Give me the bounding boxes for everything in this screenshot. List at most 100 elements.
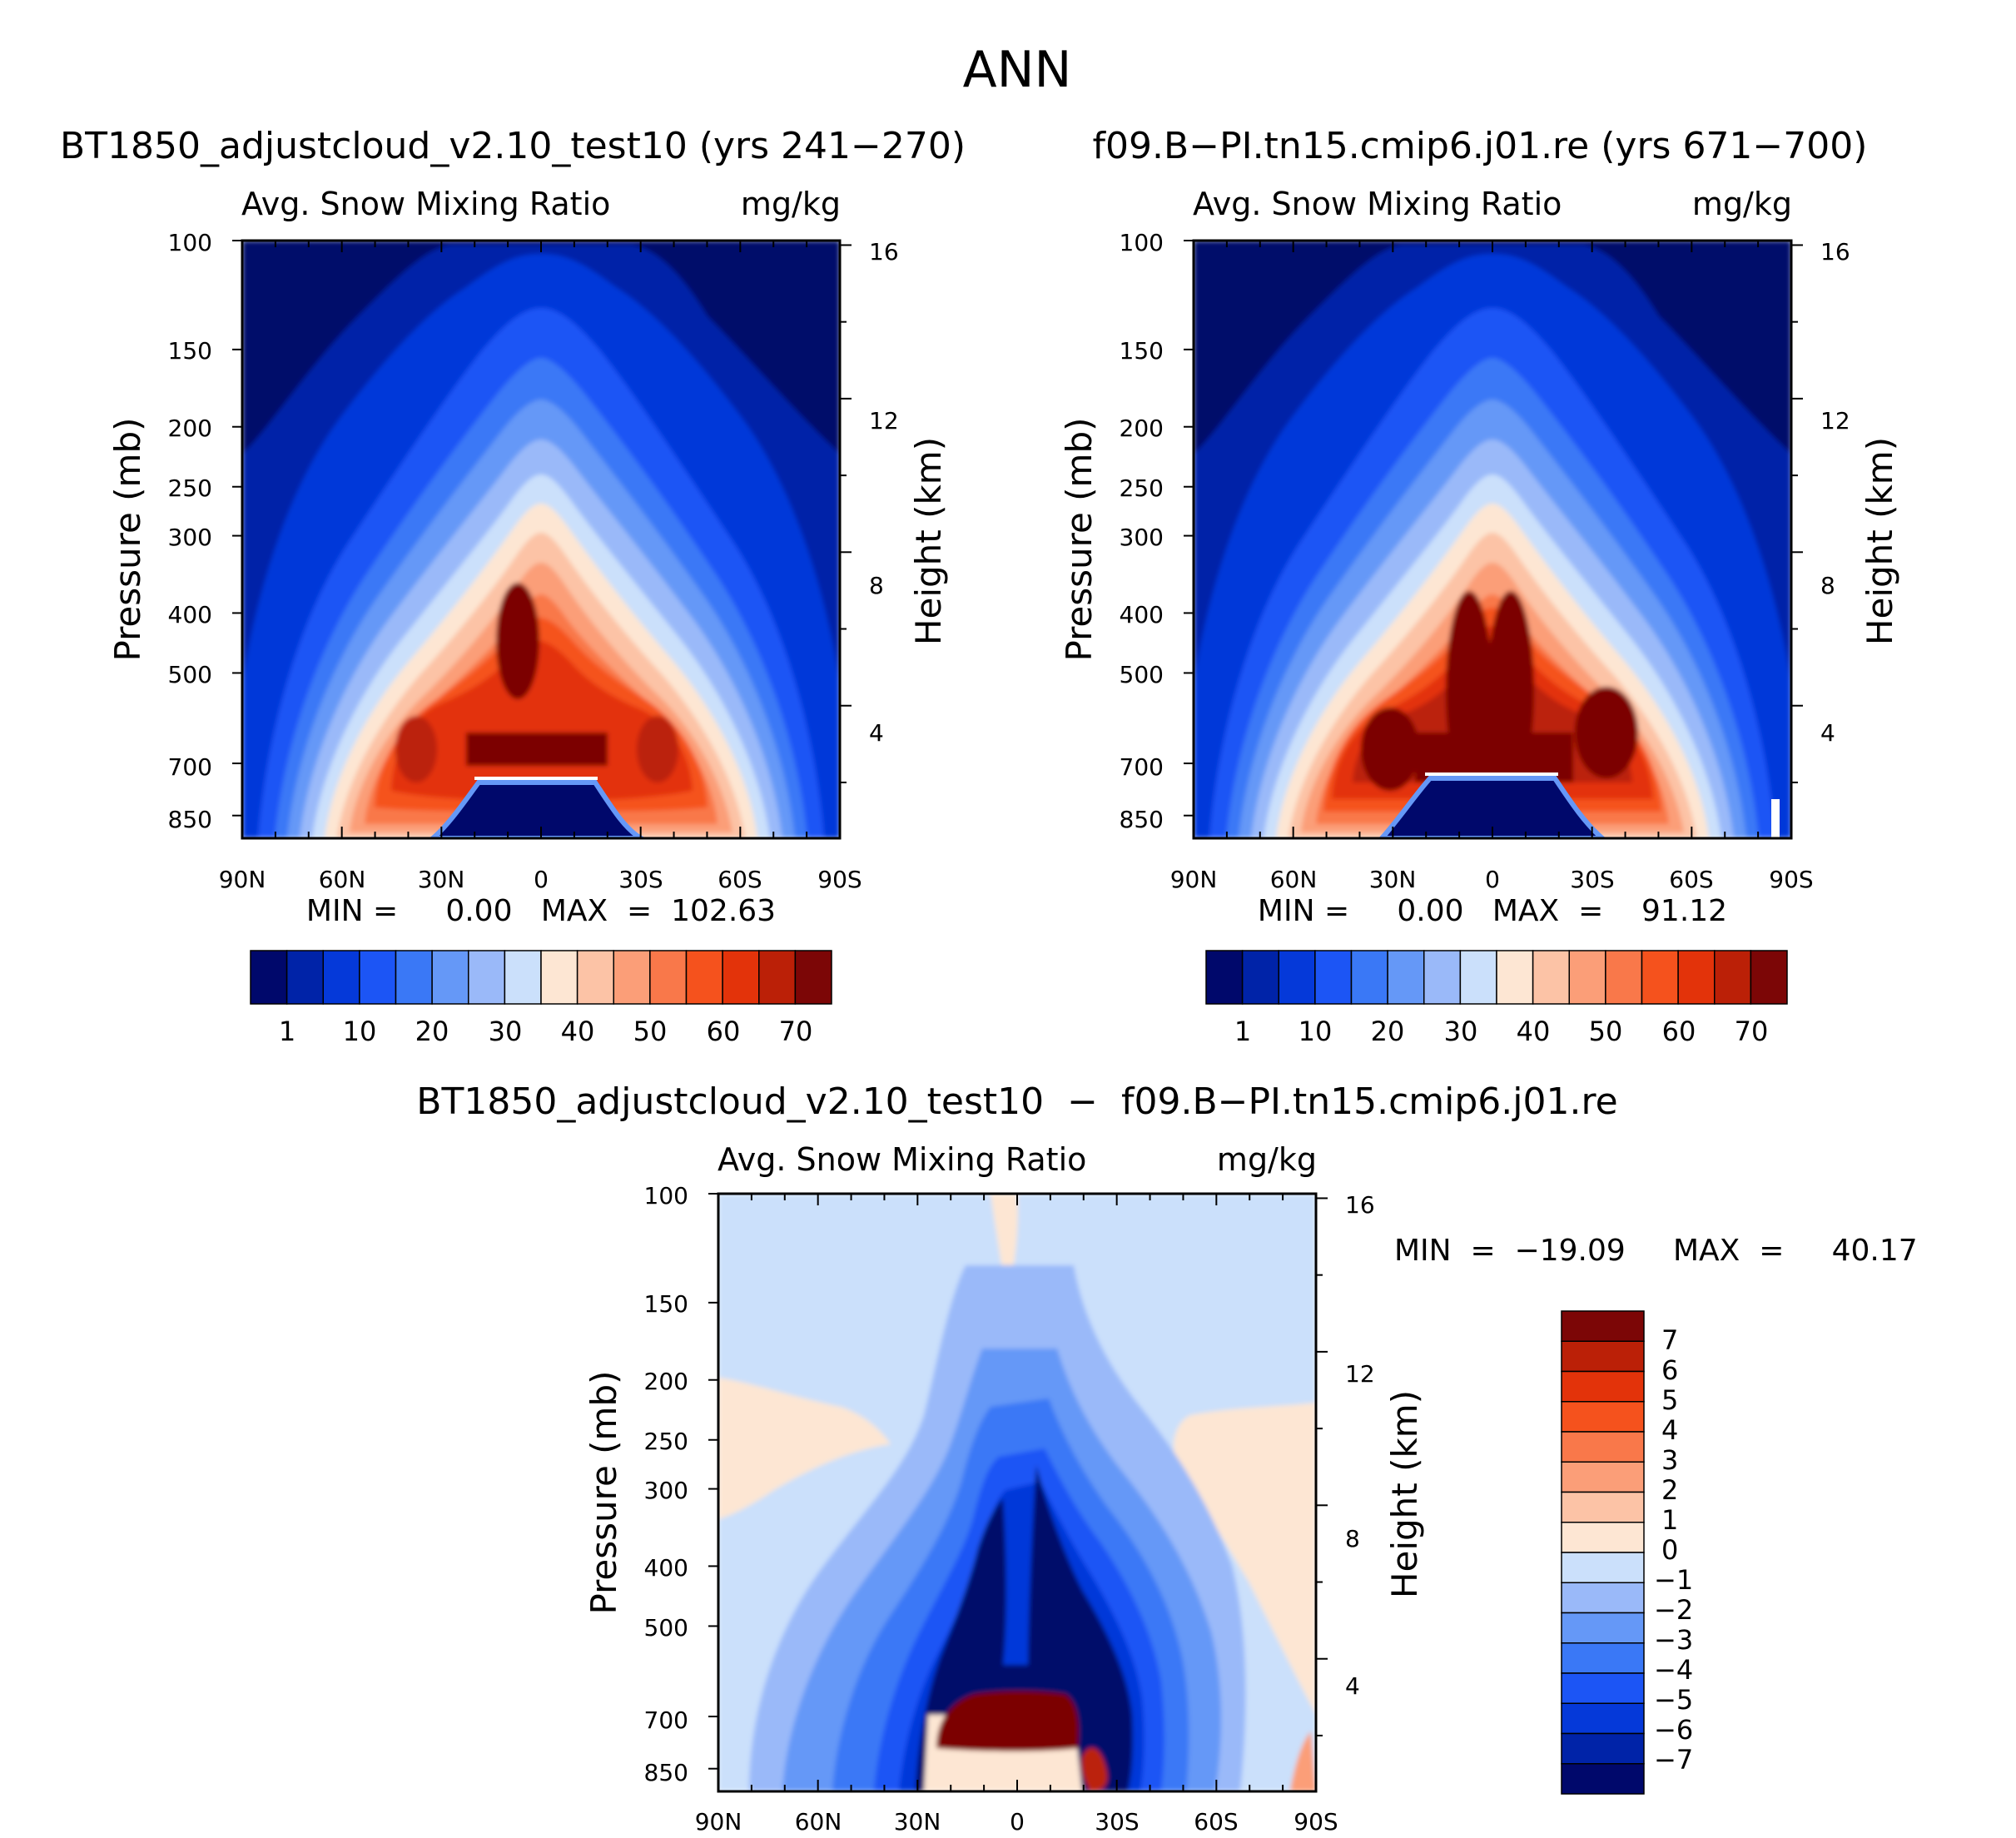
colorbar-swatch [1605,950,1643,1005]
panel1-colorbar [250,950,832,1005]
panel1-cbar-label: 30 [489,1016,523,1047]
panel3-xtick-label: 90S [1294,1808,1338,1834]
panel3-cbar-label: 0 [1661,1534,1678,1566]
colorbar-swatch [431,950,469,1005]
panel2-field [1194,241,1791,838]
colorbar-swatch [794,950,832,1005]
panel2-stats: MIN = 0.00 MAX = 91.12 [1258,894,1727,928]
panel1-ticks [232,240,852,838]
panel3-stats: MIN = −19.09 MAX = 40.17 [1394,1234,1918,1268]
colorbar-swatch [395,950,433,1005]
panel1-cbar-label: 70 [779,1016,813,1047]
panel1-core-b [496,583,539,699]
panel3-cbar-label: 3 [1661,1444,1678,1476]
panel1-ytick-label: 150 [168,337,212,365]
panel1-cbar-label: 20 [415,1016,449,1047]
colorbar-swatch [1532,950,1570,1005]
panel1-xtick-label: 30N [418,866,465,893]
colorbar-swatch [1561,1310,1645,1342]
panel3-cbar-label: −7 [1654,1744,1693,1776]
panel1-xtick-label: 60S [718,866,762,893]
panel3-cbar-label: 7 [1661,1324,1678,1356]
panel2-y2tick-label: 8 [1820,572,1835,599]
panel3-xtick-label: 30N [894,1808,941,1834]
panel2-y2tick-label: 4 [1820,719,1835,747]
panel1-y2tick-label: 8 [869,572,884,599]
panel2-title: f09.B−PI.tn15.cmip6.j01.re (yrs 671−700) [1093,125,1868,167]
panel1-ytick-label: 850 [168,806,212,833]
colorbar-swatch [1561,1702,1645,1735]
panel2-variable-label: Avg. Snow Mixing Ratio [1193,186,1562,222]
panel1-ytick-label: 400 [168,601,212,628]
colorbar-swatch [540,950,578,1005]
panel3-ytick-label: 850 [644,1759,688,1786]
panel1-ytick-label: 100 [168,229,212,256]
panel2-cbar-label: 20 [1371,1016,1405,1047]
panel3-ytick-label: 200 [644,1368,688,1395]
panel2-cbar-label: 60 [1662,1016,1696,1047]
figure-suptitle: ANN [963,41,1072,99]
colorbar-swatch [1561,1401,1645,1433]
panel1-lowlevel-blue [429,780,646,838]
panel1-ytick-label: 200 [168,415,212,442]
colorbar-swatch [685,950,723,1005]
panel3-pos-east-small [1290,1731,1316,1791]
panel1-cbar-label: 40 [561,1016,595,1047]
panel2-y2label: Height (km) [1860,437,1900,645]
panel3-y2label: Height (km) [1384,1390,1425,1598]
colorbar-swatch [1387,950,1425,1005]
colorbar-swatch [286,950,324,1005]
panel3-xtick-label: 90N [695,1808,742,1834]
panel2-y2tick-label: 12 [1820,407,1850,435]
panel2-xtick-label: 90S [1769,866,1813,893]
panel3-cbar-label: 4 [1661,1414,1678,1446]
colorbar-swatch [613,950,651,1005]
panel3-y2tick-label: 16 [1345,1191,1375,1219]
panel3-y2tick-label: 8 [1345,1525,1360,1552]
panel3-ytick-label: 100 [644,1182,688,1210]
panel2-xtick-label: 60S [1669,866,1713,893]
colorbar-swatch [1561,1672,1645,1704]
panel2-ytick-label: 400 [1120,601,1164,628]
colorbar-swatch [758,950,797,1005]
colorbar-swatch [1496,950,1534,1005]
colorbar-swatch [1561,1732,1645,1765]
panel1-stats: MIN = 0.00 MAX = 102.63 [306,894,776,928]
panel2-ticks [1184,240,1803,838]
colorbar-swatch [1314,950,1353,1005]
panel1-core-a [395,716,437,782]
colorbar-swatch [250,950,288,1005]
panel3-cbar-label: 6 [1661,1354,1678,1386]
colorbar-swatch [1241,950,1279,1005]
colorbar-swatch [1750,950,1788,1005]
panel1-ytick-label: 500 [168,661,212,688]
panel3-colorbar [1561,1310,1645,1795]
colorbar-swatch [1561,1612,1645,1644]
panel2-units-label: mg/kg [1692,186,1792,222]
panel2-xtick-label: 60N [1270,866,1318,893]
panel2-ytick-label: 700 [1120,753,1164,781]
colorbar-swatch [504,950,542,1005]
colorbar-swatch [1561,1642,1645,1674]
panel2-xtick-label: 30S [1570,866,1614,893]
panel2-core-d [1575,687,1638,778]
panel3-xtick-label: 0 [1010,1808,1025,1834]
panel3-cbar-label: 5 [1661,1384,1678,1416]
panel3-pos-core-east [1081,1747,1108,1791]
colorbar-swatch [1641,950,1679,1005]
panel3-ytick-label: 300 [644,1477,688,1504]
panel-control-run: f09.B−PI.tn15.cmip6.j01.re (yrs 671−700)… [1059,125,1900,1047]
panel3-ytick-label: 700 [644,1706,688,1734]
panel3-variable-label: Avg. Snow Mixing Ratio [718,1141,1086,1178]
panel1-ytick-label: 300 [168,524,212,551]
panel1-cbar-label: 50 [633,1016,668,1047]
panel3-field [718,1194,1316,1791]
panel2-y2tick-label: 16 [1820,238,1850,266]
panel3-positive-west [718,1378,891,1519]
colorbar-swatch [1561,1370,1645,1403]
colorbar-swatch [1561,1522,1645,1553]
panel3-pos-core [936,1691,1080,1751]
colorbar-swatch [576,950,614,1005]
panel2-ytick-label: 200 [1120,415,1164,442]
panel1-units-label: mg/kg [741,186,841,222]
